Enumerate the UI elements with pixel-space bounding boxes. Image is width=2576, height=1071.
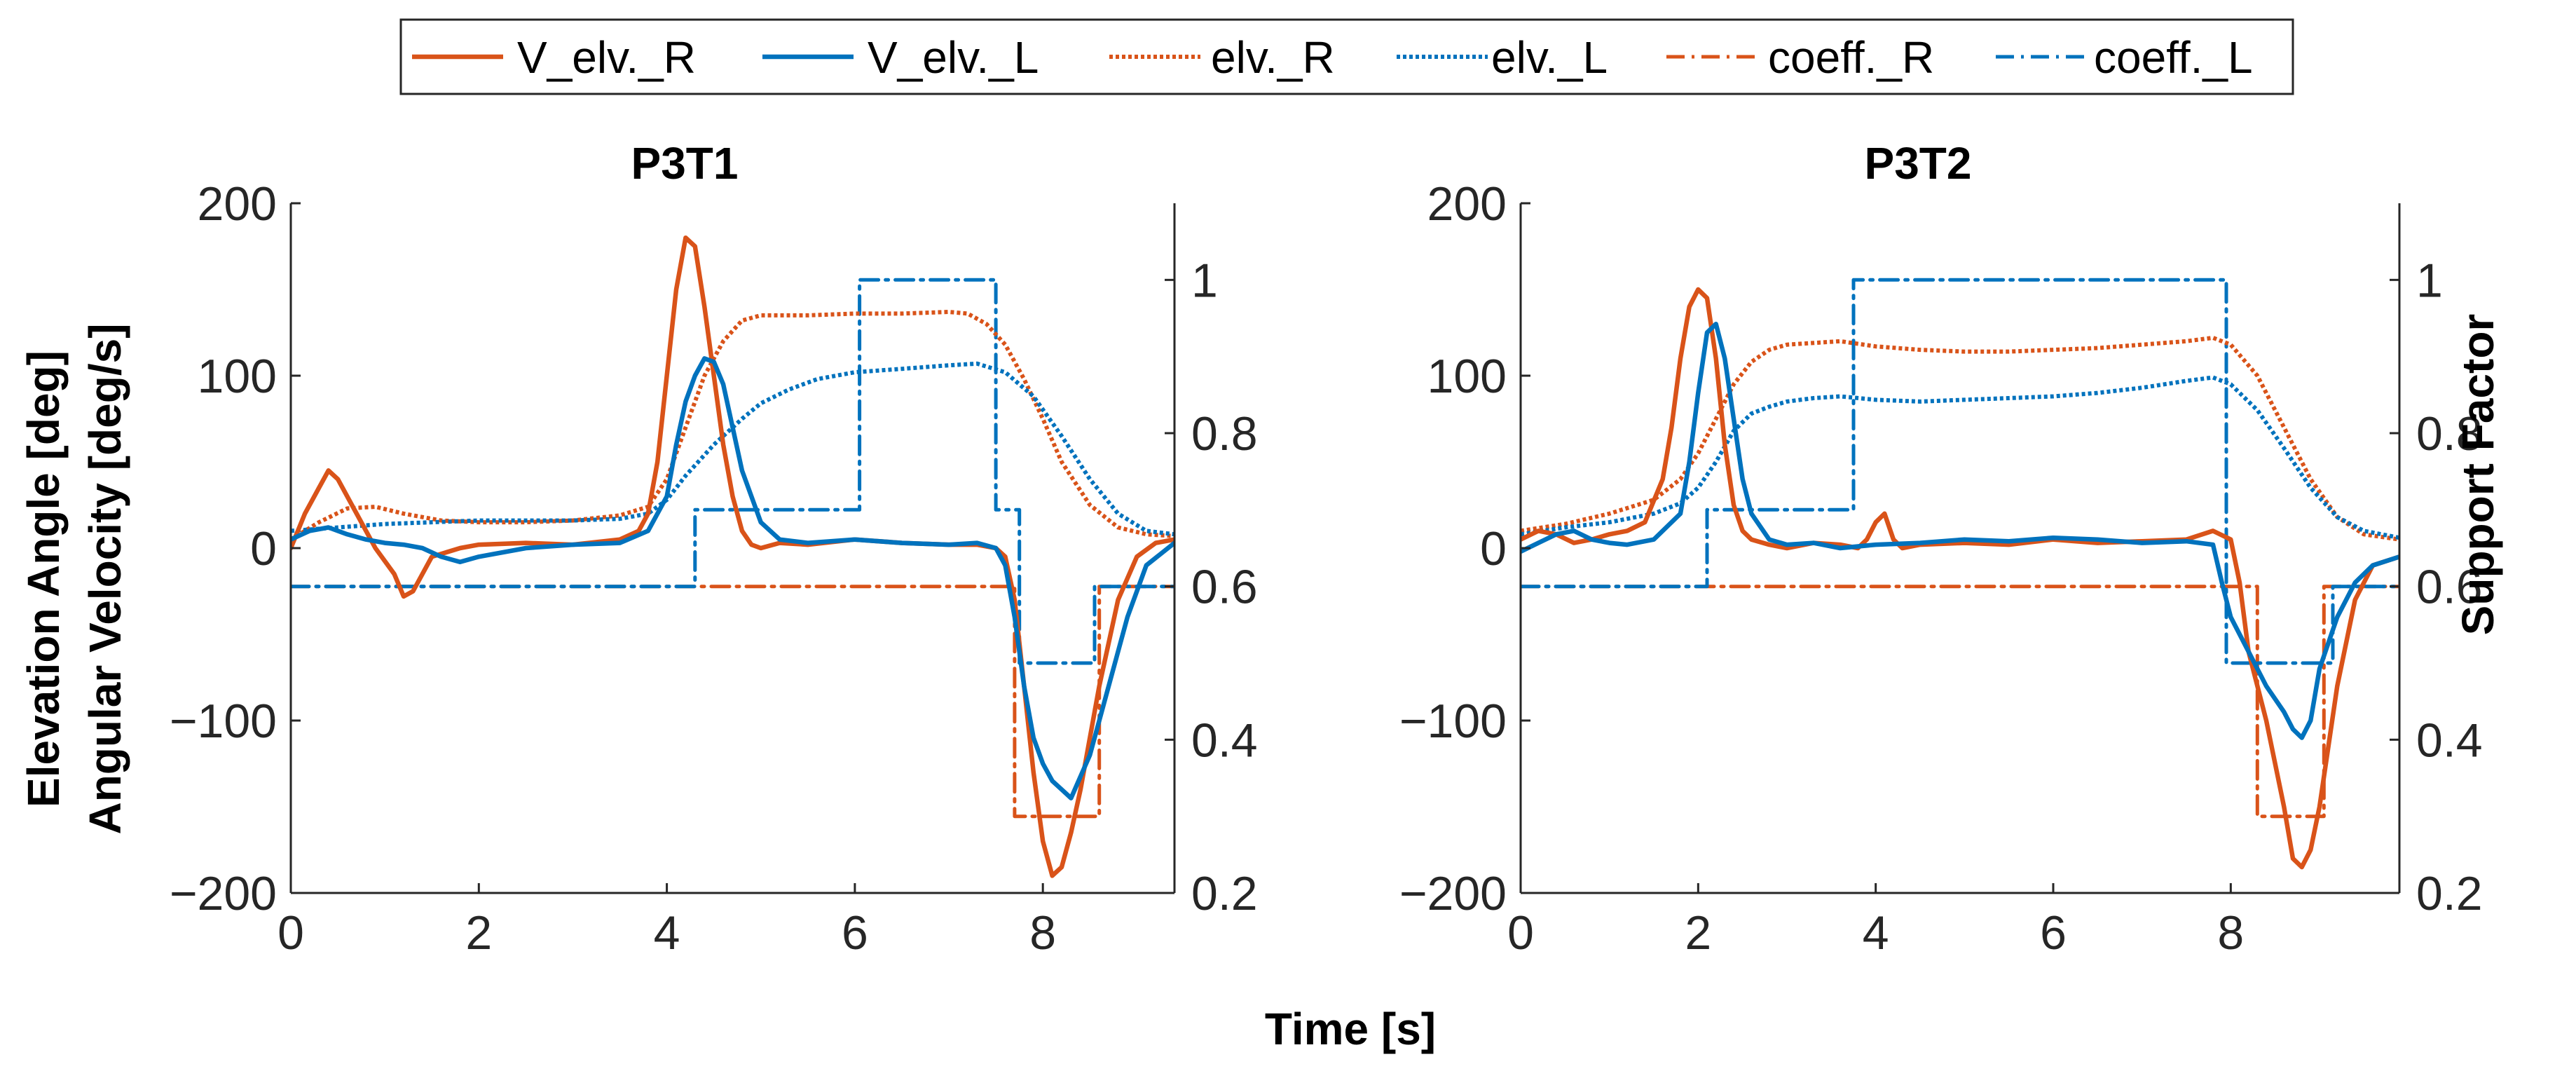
series-coeff-l <box>1521 278 2399 665</box>
series-elv-l <box>1521 375 2399 540</box>
legend-entry-4: coeff._R <box>1666 32 1934 83</box>
y-left-tick-label: −200 <box>1399 867 1507 920</box>
y-right-tick-label: 0.6 <box>2416 561 2483 614</box>
legend: V_elv._R V_elv._L elv._R elv._L coeff._R… <box>399 18 2294 95</box>
panel-plot-area <box>291 235 1174 878</box>
series-group <box>1521 278 2399 870</box>
x-axis-title: Time [s] <box>1265 1004 1436 1054</box>
y-right-tick-label: 1 <box>2416 254 2443 307</box>
legend-entry-3: elv._L <box>1397 32 1608 83</box>
legend-entry-0: V_elv._R <box>412 32 696 83</box>
x-tick-label: 6 <box>842 906 868 960</box>
y-right-tick-label: 0.2 <box>1191 867 1258 920</box>
x-tick-label: 6 <box>2040 906 2067 960</box>
series-coeff-l <box>291 278 1174 665</box>
series-v-elv-r <box>1521 287 2399 870</box>
series-v-elv-l <box>1521 321 2399 740</box>
left-axis-title-line-2: Angular Velocity [deg/s] <box>80 323 130 834</box>
panel-plot-area <box>1521 278 2399 870</box>
legend-entry-5: coeff._L <box>1996 32 2253 83</box>
series-coeff-r <box>291 585 1174 819</box>
panel-axes: 0 2 4 6 8 −200 −100 0 100 200 0.2 0.4 0.6 0.8 1 <box>1399 177 2483 960</box>
series-coeff-r <box>1521 585 2399 819</box>
series-elv-l <box>291 361 1174 537</box>
y-left-tick-label: 100 <box>198 350 277 403</box>
x-tick-label: 0 <box>278 906 304 960</box>
series-elv-r <box>291 310 1174 542</box>
series-elv-r <box>1521 335 2399 542</box>
panel-title: P3T2 <box>1865 138 1972 189</box>
legend-label-0: V_elv._R <box>517 32 696 83</box>
legend-entry-2: elv._R <box>1109 32 1335 83</box>
left-axis-title: Elevation Angle [deg] Angular Velocity [… <box>18 323 130 834</box>
x-tick-label: 4 <box>1863 906 1889 960</box>
y-right-tick-label: 0.8 <box>1191 407 1258 461</box>
legend-label-4: coeff._R <box>1768 32 1934 83</box>
y-left-tick-label: −100 <box>170 695 277 748</box>
series-v-elv-l <box>291 356 1174 800</box>
series-v-elv-r <box>291 235 1174 878</box>
y-left-tick-label: 0 <box>1480 522 1507 575</box>
panel-title: P3T1 <box>631 138 739 189</box>
legend-label-3: elv._L <box>1491 32 1608 83</box>
x-tick-label: 8 <box>1029 906 1056 960</box>
legend-label-5: coeff._L <box>2094 32 2253 83</box>
y-right-tick-label: 0.4 <box>1191 714 1258 767</box>
y-right-tick-label: 1 <box>1191 254 1218 307</box>
y-left-tick-label: 200 <box>1427 177 1507 231</box>
x-tick-label: 0 <box>1507 906 1534 960</box>
y-left-tick-label: −100 <box>1399 695 1507 748</box>
y-right-tick-label: 0.8 <box>2416 407 2483 461</box>
panel-p3t1: P3T1 0 2 4 6 8 −200 −100 0 100 200 0.2 0.4 0.6 0.8 1 <box>170 138 1258 960</box>
series-group <box>291 235 1174 878</box>
y-right-tick-label: 0.4 <box>2416 714 2483 767</box>
panel-p3t2: P3T2 0 2 4 6 8 −200 −100 0 100 200 0.2 0.4 0.6 0.8 1 <box>1399 138 2483 960</box>
y-left-tick-label: 200 <box>198 177 277 231</box>
x-tick-label: 4 <box>654 906 680 960</box>
y-right-tick-label: 0.2 <box>2416 867 2483 920</box>
legend-label-2: elv._R <box>1211 32 1335 83</box>
legend-entry-1: V_elv._L <box>762 32 1039 83</box>
y-left-tick-label: 0 <box>250 522 277 575</box>
left-axis-title-line-1: Elevation Angle [deg] <box>18 350 69 807</box>
panel-axes: 0 2 4 6 8 −200 −100 0 100 200 0.2 0.4 0.6 0.8 1 <box>170 177 1258 960</box>
right-axis-title: Support Factor <box>2453 314 2503 636</box>
x-tick-label: 8 <box>2217 906 2244 960</box>
x-tick-label: 2 <box>1685 906 1711 960</box>
x-tick-label: 2 <box>465 906 492 960</box>
y-right-tick-label: 0.6 <box>1191 561 1258 614</box>
y-left-tick-label: −200 <box>170 867 277 920</box>
legend-label-1: V_elv._L <box>868 32 1039 83</box>
y-left-tick-label: 100 <box>1427 350 1507 403</box>
legend-box <box>399 18 2294 95</box>
